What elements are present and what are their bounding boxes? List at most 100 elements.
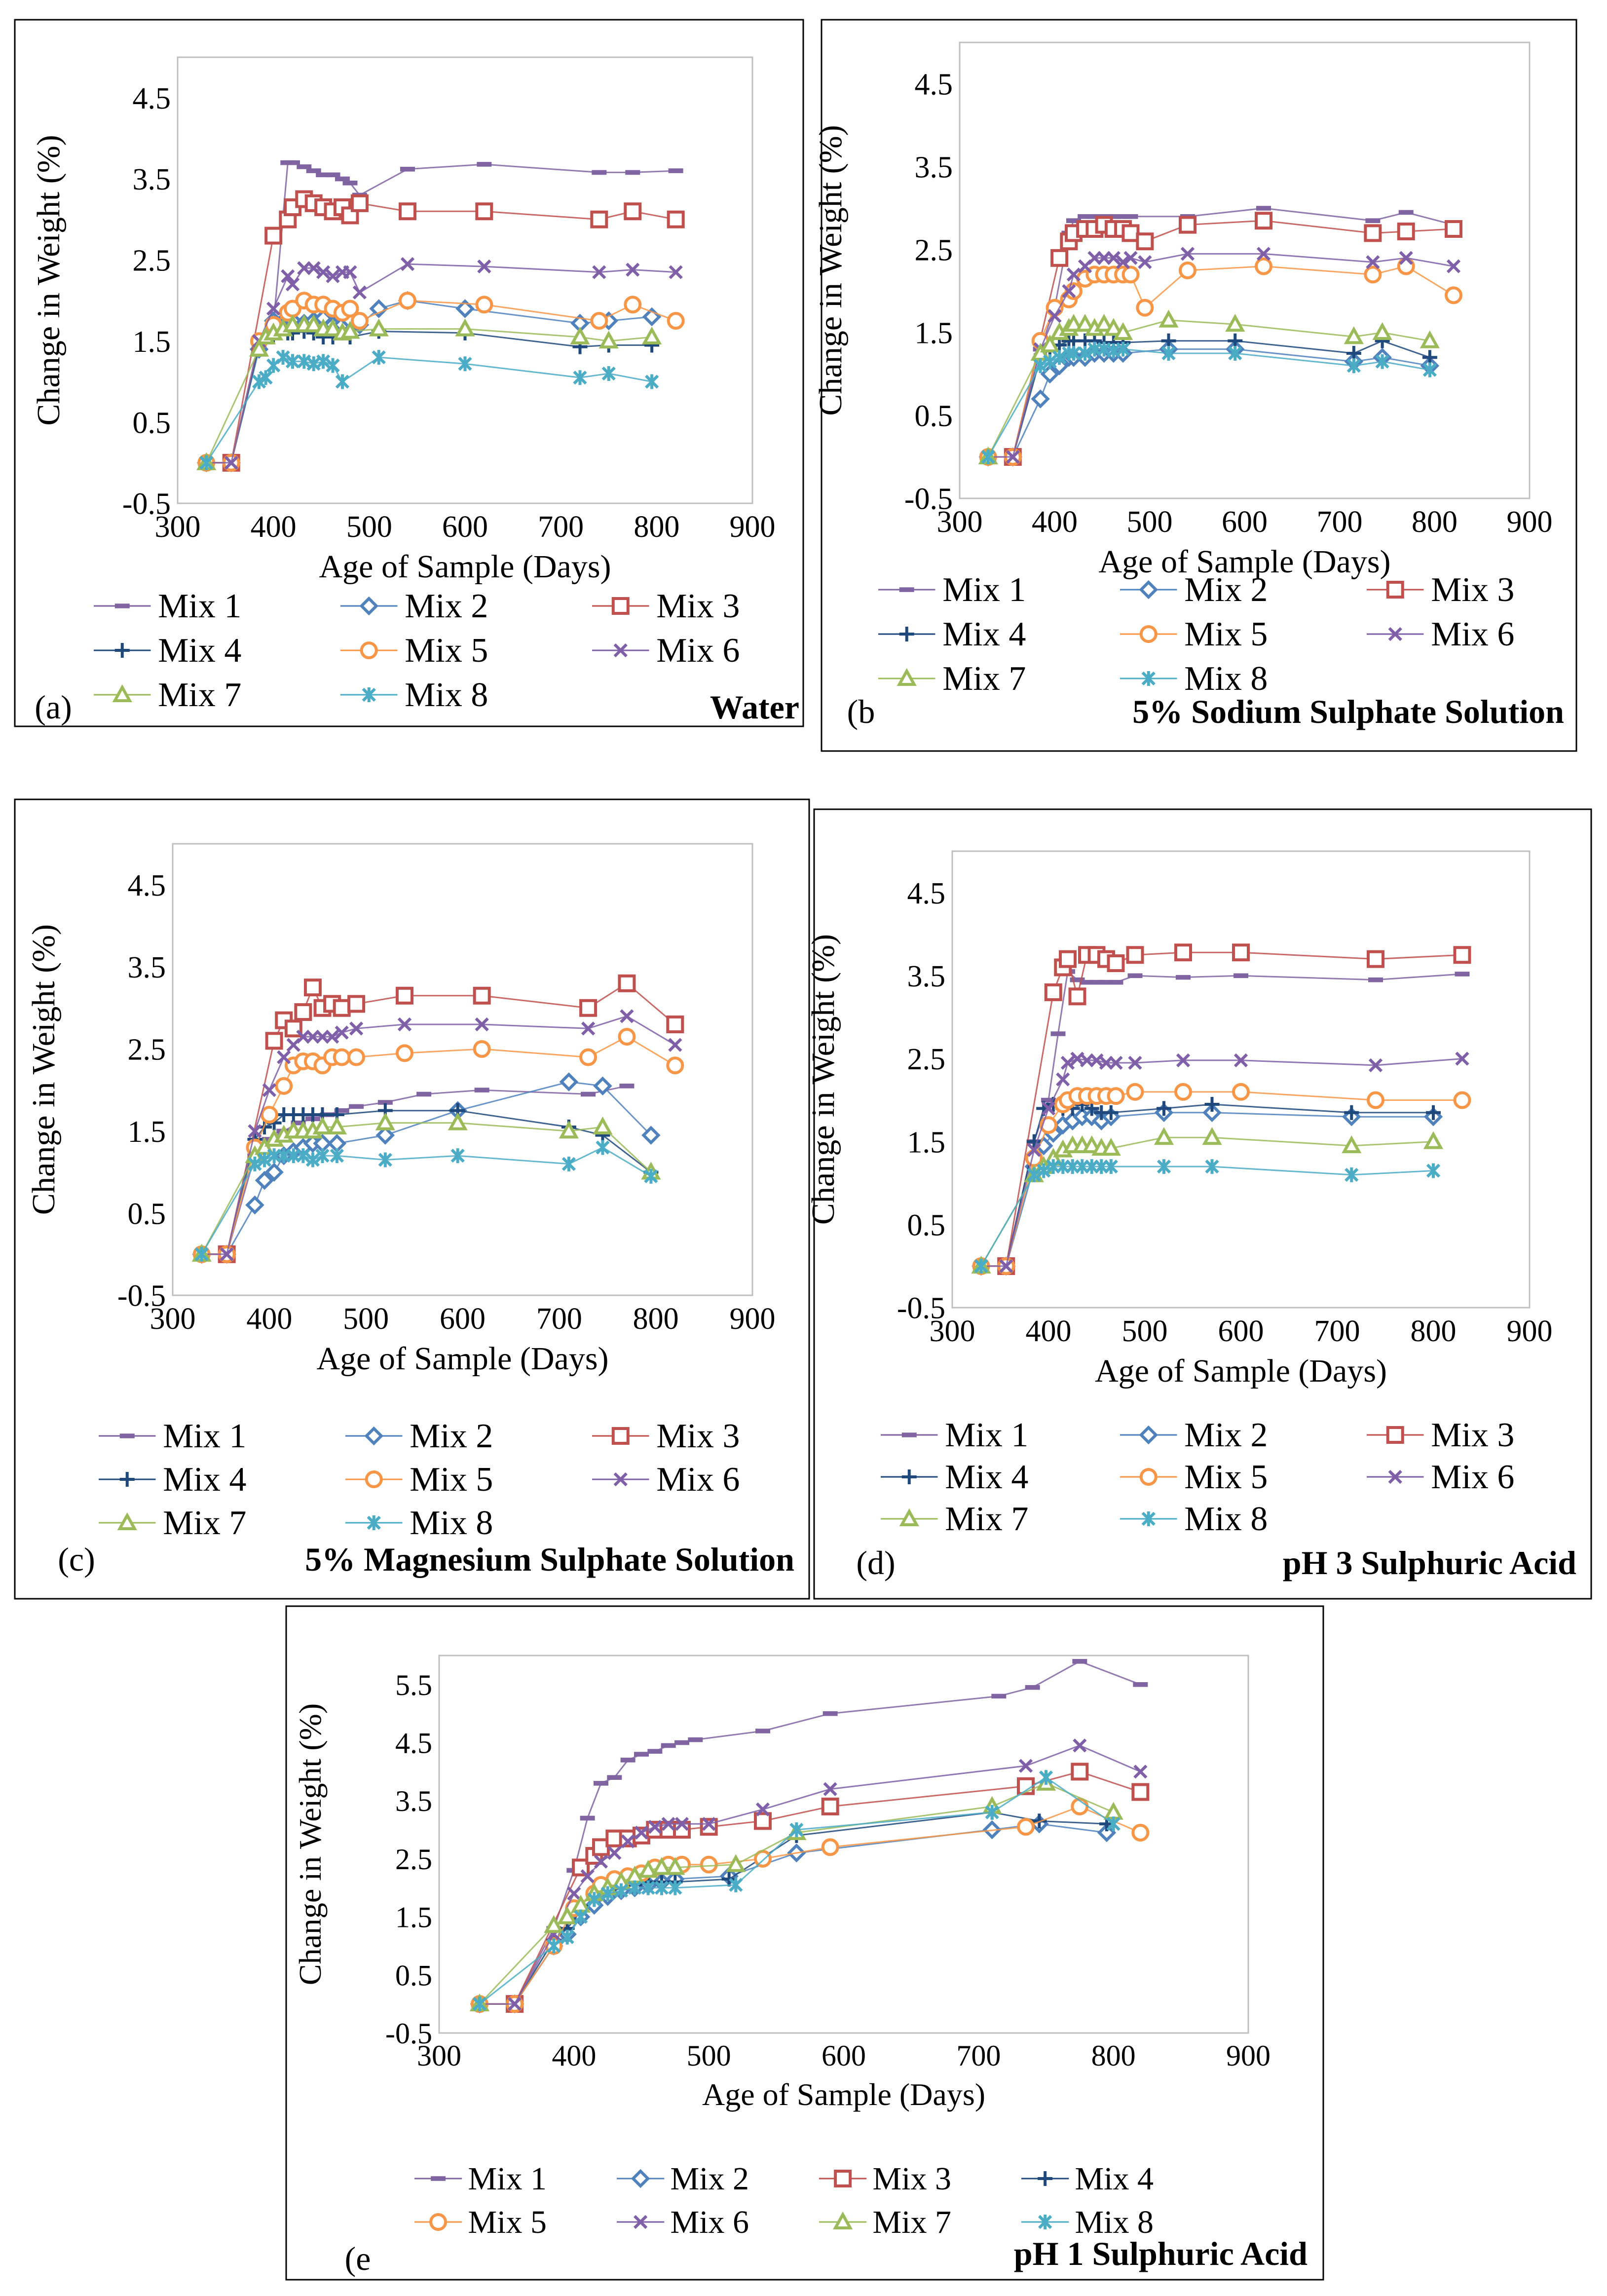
y-axis-label: Change in Weight (%): [293, 1703, 328, 1985]
legend-item: Mix 7: [94, 676, 241, 714]
data-point: [285, 354, 300, 369]
legend-item: Mix 8: [1120, 660, 1268, 698]
data-point: [296, 1148, 310, 1164]
panel-label: (c): [58, 1541, 95, 1578]
data-point: [326, 358, 340, 373]
y-tick-label: 3.5: [133, 163, 171, 196]
chart-panel-5: 300 400 500 600 700 800 900 -0.5 0.5 1.5 2.5 3.5 4.5…: [285, 1605, 1324, 2281]
data-point: [726, 1854, 746, 1872]
legend-item: Mix 1: [878, 571, 1026, 609]
data-point: [378, 1152, 392, 1167]
series-mix-6: [194, 1009, 682, 1261]
data-point: [1018, 1759, 1033, 1773]
data-point: [352, 285, 367, 300]
legend-item: Mix 8: [1120, 1500, 1268, 1538]
legend-marker: [114, 643, 130, 658]
legend-marker: [901, 1469, 917, 1484]
data-point: [598, 331, 619, 349]
data-point: [1445, 220, 1462, 238]
data-point: [1157, 1101, 1171, 1116]
panel-frame: [813, 808, 1592, 1600]
series-line: [480, 1744, 1141, 2005]
legend-item: Mix 1: [881, 1416, 1028, 1454]
x-axis-label: Age of Sample (Days): [319, 549, 611, 585]
x-tick-label: 300: [150, 1302, 196, 1336]
data-point: [1084, 1101, 1099, 1116]
x-tick-label: 800: [1091, 2039, 1136, 2072]
data-point: [396, 1044, 413, 1062]
y-tick-label: 2.5: [915, 234, 953, 267]
legend-marker: [1038, 2215, 1052, 2229]
data-point: [1066, 346, 1081, 361]
legend-item: Mix 6: [592, 1461, 740, 1499]
data-point: [1060, 1055, 1075, 1070]
legend-item: Mix 7: [881, 1500, 1028, 1538]
legend-label: Mix 2: [410, 1417, 493, 1455]
data-point: [1138, 255, 1152, 269]
legend-label: Mix 3: [656, 1417, 740, 1455]
data-point: [199, 455, 214, 470]
x-tick-label: 800: [633, 1302, 679, 1336]
data-point: [674, 1817, 689, 1831]
data-point: [1422, 362, 1437, 377]
x-tick-label: 800: [1412, 505, 1458, 539]
y-tick-label: -0.5: [904, 483, 953, 516]
legend-label: Mix 5: [1184, 1458, 1268, 1496]
x-tick-label: 900: [1226, 2039, 1271, 2072]
data-point: [1346, 358, 1361, 374]
legend-item: Mix 4: [878, 615, 1026, 653]
series-mix-8: [194, 1140, 658, 1262]
x-tick-label: 500: [346, 510, 392, 544]
data-point: [257, 1152, 272, 1167]
data-point: [276, 350, 290, 365]
legend-item: Mix 6: [617, 2204, 749, 2240]
legend-marker: [613, 643, 628, 658]
legend-label: Mix 7: [873, 2204, 952, 2240]
legend-label: Mix 8: [1184, 660, 1268, 698]
data-point: [628, 1880, 642, 1895]
x-tick-label: 400: [246, 1302, 292, 1336]
legend-marker: [1139, 1468, 1158, 1486]
legend-marker: [1141, 1511, 1156, 1526]
data-point: [375, 1112, 395, 1130]
data-point: [1052, 350, 1067, 365]
data-point: [335, 1025, 349, 1040]
legend-marker: [611, 1427, 630, 1445]
y-tick-label: 4.5: [395, 1727, 432, 1760]
data-point: [194, 1246, 209, 1262]
data-point: [347, 1048, 366, 1066]
chart-title: 5% Magnesium Sulphate Solution: [305, 1541, 794, 1578]
x-tick-label: 700: [956, 2039, 1001, 2072]
data-point: [1426, 1105, 1441, 1120]
data-point: [1037, 1163, 1051, 1178]
y-tick-label: 1.5: [907, 1126, 946, 1159]
data-point: [560, 1929, 574, 1945]
legend-label: Mix 8: [410, 1504, 493, 1542]
data-point: [297, 354, 311, 369]
data-point: [1157, 1159, 1171, 1174]
data-point: [262, 1083, 276, 1097]
data-point: [1047, 309, 1062, 323]
data-point: [455, 299, 475, 318]
legend-label: Mix 4: [942, 615, 1026, 653]
legend-item: Mix 2: [340, 587, 488, 625]
data-point: [1426, 1163, 1441, 1178]
legend-item: Mix 5: [340, 632, 488, 670]
data-point: [1078, 346, 1092, 361]
data-point: [260, 1106, 278, 1124]
data-point: [294, 1003, 312, 1021]
data-point: [1107, 1087, 1125, 1105]
data-point: [754, 1849, 772, 1868]
legend-marker: [899, 627, 914, 641]
data-point: [1367, 1091, 1384, 1109]
legend-marker: [1139, 580, 1158, 600]
legend-label: Mix 5: [410, 1461, 493, 1499]
data-point: [668, 1880, 682, 1895]
data-point: [654, 1880, 669, 1895]
data-point: [823, 1782, 837, 1796]
y-tick-label: 0.5: [395, 1959, 432, 1992]
data-point: [974, 1258, 988, 1274]
data-point: [312, 1116, 333, 1134]
y-tick-label: 3.5: [395, 1785, 432, 1817]
legend-marker: [1386, 1426, 1404, 1444]
